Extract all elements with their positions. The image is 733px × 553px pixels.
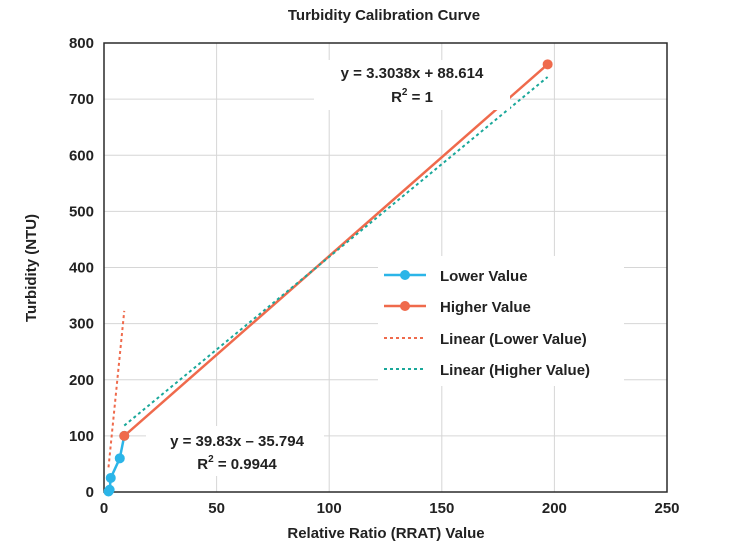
series-line-1 — [123, 63, 549, 437]
series-1-point-0 — [119, 430, 130, 441]
series-0-point-1 — [104, 484, 115, 495]
y-axis-label: Turbidity (NTU) — [23, 214, 40, 322]
y-tick-label: 600 — [69, 147, 94, 164]
trendline-1 — [123, 76, 549, 427]
y-tick-label: 200 — [69, 372, 94, 389]
x-tick-label: 0 — [100, 500, 108, 517]
plot-frame — [103, 42, 668, 493]
series-0-point-3 — [114, 453, 125, 464]
legend-bg — [378, 256, 624, 386]
legend-label-linear-lower: Linear (Lower Value) — [440, 331, 587, 348]
y-tick-label: 100 — [69, 428, 94, 445]
y-tick-label: 400 — [69, 260, 94, 277]
annotation-lower-equation: y = 39.83x – 35.794 — [170, 433, 305, 450]
x-tick-label: 200 — [542, 500, 567, 517]
series-1-point-1 — [542, 59, 553, 70]
y-tick-label: 0 — [86, 484, 94, 501]
x-tick-label: 250 — [654, 500, 679, 517]
trendline-0 — [107, 310, 126, 468]
annotation-upper-bg — [314, 60, 510, 110]
y-tick-label: 500 — [69, 203, 94, 220]
chart-title: Turbidity Calibration Curve — [288, 7, 480, 24]
series-0-point-2 — [105, 472, 116, 483]
legend-label-linear-higher: Linear (Higher Value) — [440, 362, 590, 379]
y-tick-label: 300 — [69, 316, 94, 333]
y-tick-label: 800 — [69, 35, 94, 52]
y-tick-label: 700 — [69, 91, 94, 108]
legend-marker-lower-value — [400, 270, 410, 280]
point-layer — [103, 59, 553, 497]
y-tick-labels: 0 100 200 300 400 500 600 700 800 — [69, 35, 94, 501]
legend: Lower Value Higher Value Linear (Lower V… — [378, 256, 624, 386]
legend-marker-higher-value — [400, 301, 410, 311]
annotation-upper-equation: y = 3.3038x + 88.614 — [341, 65, 484, 82]
annotation-lower-bg — [146, 426, 324, 476]
x-tick-label: 50 — [208, 500, 225, 517]
legend-label-higher-value: Higher Value — [440, 299, 531, 316]
trendline-layer — [107, 76, 549, 468]
annotation-upper-r2: R2 = 1 — [391, 87, 433, 106]
x-tick-label: 100 — [317, 500, 342, 517]
series-line-0 — [107, 435, 126, 493]
x-tick-label: 150 — [429, 500, 454, 517]
x-axis-label: Relative Ratio (RRAT) Value — [287, 525, 484, 542]
x-tick-labels: 0 50 100 150 200 250 — [100, 500, 680, 517]
annotation-lower-r2: R2 = 0.9944 — [197, 454, 277, 473]
legend-label-lower-value: Lower Value — [440, 268, 528, 285]
